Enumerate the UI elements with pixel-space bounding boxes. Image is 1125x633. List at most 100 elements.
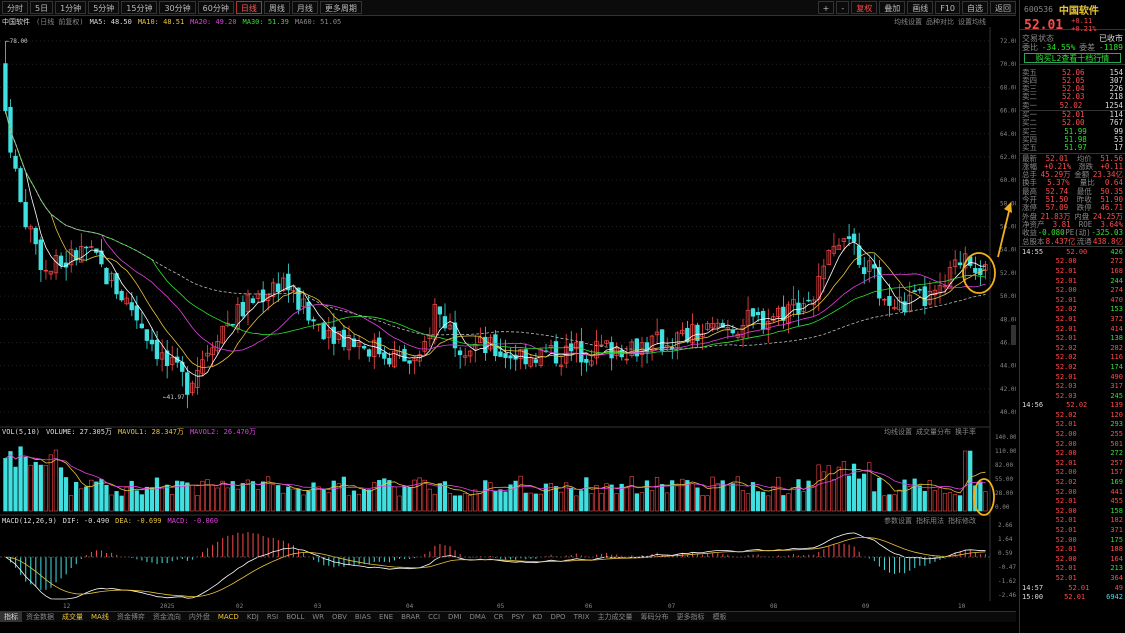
period-tab[interactable]: 更多周期 (319, 1, 362, 14)
indicator-tab[interactable]: 资金流向 (152, 613, 181, 621)
toolbar-button[interactable]: 叠加 (879, 1, 906, 14)
candle-body (109, 273, 114, 282)
ask-row: 卖二 52.03 218 (1020, 93, 1125, 102)
panel-divider (1010, 10, 1018, 610)
candle-body (553, 341, 559, 364)
indicator-tab[interactable]: 成交量 (62, 613, 83, 621)
tick-row-cell: 372 (1110, 314, 1123, 323)
tick-row-cell: 441 (1110, 487, 1123, 496)
period-tab[interactable]: 日线 (235, 1, 262, 14)
indicator-tab[interactable]: OBV (332, 613, 347, 621)
quote-row: 涨停 57.09 跌停 46.71 (1020, 204, 1125, 213)
volume-bar (796, 479, 801, 512)
toolbar-button[interactable]: - (836, 1, 850, 14)
period-tab[interactable]: 5分钟 (88, 1, 120, 14)
volume-bar (665, 492, 670, 512)
chart-tool-link[interactable]: 成交量分布 (916, 428, 951, 436)
quote-row-cell: 流通 (1076, 236, 1092, 246)
panel-toggle-handle[interactable] (1011, 325, 1016, 345)
indicator-tab[interactable]: KDJ (246, 613, 259, 621)
price-header: 中国软件 (日线 前复权) MA5: 48.50 MA10: 48.51 MA2… (0, 17, 1016, 27)
indicator-tab[interactable]: WR (312, 613, 325, 621)
tick-row-cell: 455 (1110, 497, 1123, 506)
indicator-tab[interactable]: BRAR (401, 613, 421, 621)
candle-body (240, 301, 246, 317)
candle-body (846, 236, 852, 239)
volume-bar (291, 488, 296, 512)
kline-chart[interactable]: 72.00 70.00 68.00 66.00 64.00 62.00 60.00 58.00… (0, 27, 1016, 610)
period-tab[interactable]: 5日 (30, 1, 54, 14)
volume-bar (680, 478, 685, 512)
indicator-tab[interactable]: MACD (217, 613, 239, 621)
indicator-tab[interactable]: ENE (379, 613, 394, 621)
toolbar-button[interactable]: 返回 (990, 1, 1016, 14)
volume-bar (63, 477, 69, 512)
candle-body (826, 250, 831, 265)
tick-row-cell: 174 (1110, 362, 1123, 371)
period-tab[interactable]: 分时 (2, 1, 28, 14)
candle-body (43, 269, 49, 272)
volume-bar (786, 493, 791, 512)
indicator-tab[interactable]: 资金博弈 (116, 613, 145, 621)
period-tab[interactable]: 月线 (291, 1, 318, 14)
chart-tool-link[interactable]: 均线设置 (884, 428, 912, 436)
quote-row-cell: 3.64% (1100, 219, 1123, 229)
indicator-tab[interactable]: 模板 (712, 613, 727, 621)
mavol-line (5, 454, 986, 496)
indicator-tab[interactable]: 指标 (0, 612, 22, 622)
volume-bar (846, 475, 852, 512)
indicator-tab[interactable]: 主力成交量 (597, 613, 633, 621)
quote-row-cell: 438.8亿 (1092, 236, 1123, 246)
volume-bar (887, 494, 892, 512)
toolbar-button[interactable]: 自选 (962, 1, 988, 14)
indicator-tab[interactable]: TRIX (573, 613, 590, 621)
highlight-arrowhead (1004, 202, 1012, 213)
indicator-tab[interactable]: 筹码分布 (640, 613, 669, 621)
candle-body (715, 322, 720, 328)
chart-tool-link[interactable]: 换手率 (955, 428, 976, 436)
candle-body (89, 246, 94, 248)
chart-tool-link[interactable]: 参数设置 (884, 517, 912, 525)
toolbar-button[interactable]: + (817, 1, 835, 14)
chart-tool-link[interactable]: 均线设置 (894, 18, 922, 26)
tick-row: 52.00 157 (1020, 468, 1125, 478)
indicator-tab[interactable]: DPO (550, 613, 566, 621)
indicator-tab[interactable]: 更多指标 (676, 613, 705, 621)
indicator-tab[interactable]: KD (532, 613, 543, 621)
period-tab[interactable]: 60分钟 (197, 1, 234, 14)
period-tab[interactable]: 15分钟 (121, 1, 158, 14)
toolbar-button[interactable]: 复权 (851, 1, 878, 14)
candle-body (533, 359, 538, 363)
chart-tool-link[interactable]: 设置均线 (958, 18, 986, 26)
chart-tool-link[interactable]: 指标修改 (948, 517, 976, 525)
period-tab[interactable]: 30分钟 (159, 1, 196, 14)
indicator-tab[interactable]: 资金数据 (26, 613, 54, 621)
indicator-tab[interactable]: 内外盘 (188, 613, 210, 621)
indicator-tab[interactable]: RSI (266, 613, 279, 621)
chart-tool-link[interactable]: 品种对比 (926, 18, 954, 26)
period-tab[interactable]: 周线 (263, 1, 290, 14)
indicator-tab[interactable]: MA线 (91, 613, 109, 621)
volume-bar (720, 480, 725, 512)
ask-row-cell: 226 (1109, 84, 1123, 94)
period-tab[interactable]: 1分钟 (55, 1, 87, 14)
candle-body (366, 349, 372, 357)
volume-bar (3, 458, 8, 512)
indicator-tab[interactable]: DMA (469, 613, 486, 621)
indicator-tab[interactable]: BIAS (354, 613, 372, 621)
tick-row: 52.02 169 (1020, 478, 1125, 488)
toolbar-button[interactable]: 画线 (907, 1, 934, 14)
chart-tool-link[interactable]: 指标用法 (916, 517, 944, 525)
toolbar-button[interactable]: F10 (935, 1, 960, 14)
tick-row: 52.00 272 (1020, 449, 1125, 459)
indicator-tab[interactable]: CCI (428, 613, 441, 621)
indicator-tab[interactable]: CR (493, 613, 504, 621)
indicator-tab[interactable]: DMI (448, 613, 462, 621)
quote-table: 最新 52.01 均价 51.56 涨幅 +0.21% 涨跌 +0.11 总手 45.29万 金额 2… (1020, 152, 1125, 246)
bid-row: 买四 51.98 53 (1020, 135, 1125, 144)
indicator-tab[interactable]: PSY (511, 613, 525, 621)
candle-body (306, 301, 311, 321)
indicator-tab[interactable]: BOLL (286, 613, 305, 621)
level2-promo[interactable]: 购买L2查看十档行情 (1024, 53, 1121, 63)
quote-row: 今开 51.50 昨收 51.90 (1020, 195, 1125, 204)
